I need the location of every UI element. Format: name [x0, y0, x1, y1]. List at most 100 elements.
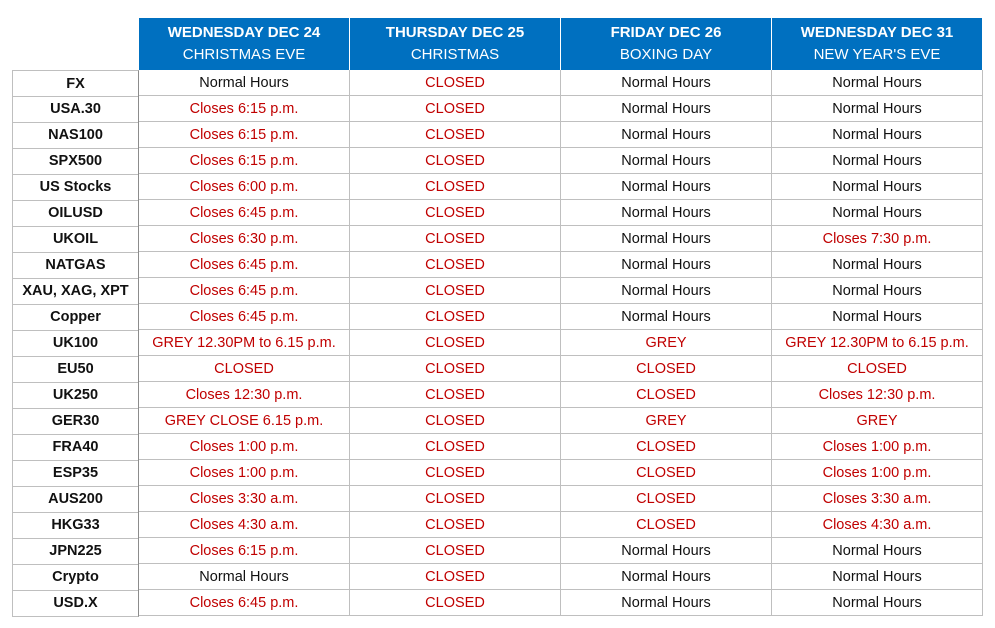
column-name: CHRISTMAS — [410, 46, 500, 63]
row-label: FX — [12, 70, 139, 97]
hours-cell: CLOSED — [561, 382, 772, 408]
hours-cell: CLOSED — [350, 590, 561, 616]
hours-cell: CLOSED — [350, 382, 561, 408]
hours-cell: Closes 6:15 p.m. — [139, 122, 350, 148]
hours-cell: CLOSED — [350, 538, 561, 564]
hours-cell: GREY CLOSE 6.15 p.m. — [139, 408, 350, 434]
hours-cell: Normal Hours — [561, 226, 772, 252]
hours-cell: Closes 12:30 p.m. — [772, 382, 983, 408]
column-day: WEDNESDAY DEC 31 — [800, 24, 954, 41]
hours-cell: Closes 1:00 p.m. — [139, 434, 350, 460]
hours-cell: Normal Hours — [772, 174, 983, 200]
hours-cell: Normal Hours — [561, 122, 772, 148]
hours-cell: Normal Hours — [772, 304, 983, 330]
row-label: USA.30 — [12, 96, 139, 123]
column-name: NEW YEAR'S EVE — [813, 46, 941, 63]
hours-cell: CLOSED — [561, 512, 772, 538]
hours-cell: Normal Hours — [561, 70, 772, 96]
hours-cell: Normal Hours — [772, 200, 983, 226]
hours-cell: CLOSED — [350, 174, 561, 200]
hours-cell: CLOSED — [772, 356, 983, 382]
hours-cell: Normal Hours — [561, 96, 772, 122]
hours-cell: Normal Hours — [561, 200, 772, 226]
hours-cell: CLOSED — [350, 122, 561, 148]
hours-cell: Closes 6:15 p.m. — [139, 96, 350, 122]
hours-cell: Closes 6:45 p.m. — [139, 278, 350, 304]
hours-cell: GREY — [772, 408, 983, 434]
hours-cell: Normal Hours — [772, 538, 983, 564]
hours-cell: Closes 6:15 p.m. — [139, 538, 350, 564]
hours-cell: CLOSED — [561, 434, 772, 460]
hours-cell: Normal Hours — [772, 148, 983, 174]
row-label: NATGAS — [12, 252, 139, 279]
column-header: WEDNESDAY DEC 31 NEW YEAR'S EVE — [772, 18, 983, 70]
hours-cell: Normal Hours — [561, 174, 772, 200]
hours-cell: Closes 6:30 p.m. — [139, 226, 350, 252]
hours-cell: Normal Hours — [772, 590, 983, 616]
hours-cell: Normal Hours — [139, 564, 350, 590]
row-label: UK100 — [12, 330, 139, 357]
column-header: WEDNESDAY DEC 24 CHRISTMAS EVE — [139, 18, 350, 70]
hours-cell: CLOSED — [350, 96, 561, 122]
hours-cell: GREY — [561, 408, 772, 434]
row-label: UK250 — [12, 382, 139, 409]
hours-cell: CLOSED — [139, 356, 350, 382]
hours-cell: Normal Hours — [772, 278, 983, 304]
hours-cell: CLOSED — [561, 486, 772, 512]
hours-cell: Closes 1:00 p.m. — [772, 434, 983, 460]
hours-cell: CLOSED — [350, 226, 561, 252]
hours-cell: CLOSED — [350, 408, 561, 434]
hours-cell: Closes 6:45 p.m. — [139, 590, 350, 616]
hours-cell: Normal Hours — [561, 304, 772, 330]
row-label: XAU, XAG, XPT — [12, 278, 139, 305]
column-day: FRIDAY DEC 26 — [610, 24, 722, 41]
hours-cell: CLOSED — [561, 356, 772, 382]
hours-cell: Normal Hours — [772, 122, 983, 148]
row-label: UKOIL — [12, 226, 139, 253]
hours-cell: Normal Hours — [561, 538, 772, 564]
hours-cell: CLOSED — [350, 252, 561, 278]
hours-cell: CLOSED — [350, 434, 561, 460]
column-day: WEDNESDAY DEC 24 — [167, 24, 321, 41]
hours-cell: Closes 6:00 p.m. — [139, 174, 350, 200]
hours-cell: Closes 6:45 p.m. — [139, 252, 350, 278]
row-label: Copper — [12, 304, 139, 331]
row-label: FRA40 — [12, 434, 139, 461]
hours-cell: CLOSED — [350, 304, 561, 330]
hours-cell: Closes 4:30 a.m. — [139, 512, 350, 538]
hours-cell: Closes 6:45 p.m. — [139, 200, 350, 226]
hours-cell: Closes 3:30 a.m. — [772, 486, 983, 512]
hours-cell: Closes 3:30 a.m. — [139, 486, 350, 512]
row-label: USD.X — [12, 590, 139, 617]
hours-cell: Normal Hours — [772, 252, 983, 278]
row-label: Crypto — [12, 564, 139, 591]
hours-cell: CLOSED — [350, 460, 561, 486]
column-name: BOXING DAY — [619, 46, 713, 63]
hours-cell: Normal Hours — [561, 590, 772, 616]
hours-cell: Normal Hours — [561, 564, 772, 590]
row-label: ESP35 — [12, 460, 139, 487]
hours-cell: CLOSED — [350, 564, 561, 590]
hours-cell: Closes 6:45 p.m. — [139, 304, 350, 330]
hours-cell: GREY 12.30PM to 6.15 p.m. — [139, 330, 350, 356]
hours-cell: Normal Hours — [772, 96, 983, 122]
hours-cell: Closes 6:15 p.m. — [139, 148, 350, 174]
row-label: US Stocks — [12, 174, 139, 201]
hours-cell: CLOSED — [350, 486, 561, 512]
row-label: EU50 — [12, 356, 139, 383]
hours-cell: CLOSED — [350, 148, 561, 174]
hours-cell: Closes 1:00 p.m. — [772, 460, 983, 486]
hours-cell: CLOSED — [350, 70, 561, 96]
hours-cell: Normal Hours — [561, 252, 772, 278]
hours-cell: CLOSED — [561, 460, 772, 486]
hours-cell: CLOSED — [350, 356, 561, 382]
row-label: OILUSD — [12, 200, 139, 227]
row-label: NAS100 — [12, 122, 139, 149]
row-label: AUS200 — [12, 486, 139, 513]
hours-cell: Normal Hours — [561, 148, 772, 174]
hours-cell: Normal Hours — [772, 70, 983, 96]
row-label: SPX500 — [12, 148, 139, 175]
column-header: FRIDAY DEC 26 BOXING DAY — [561, 18, 772, 70]
hours-cell: Closes 4:30 a.m. — [772, 512, 983, 538]
